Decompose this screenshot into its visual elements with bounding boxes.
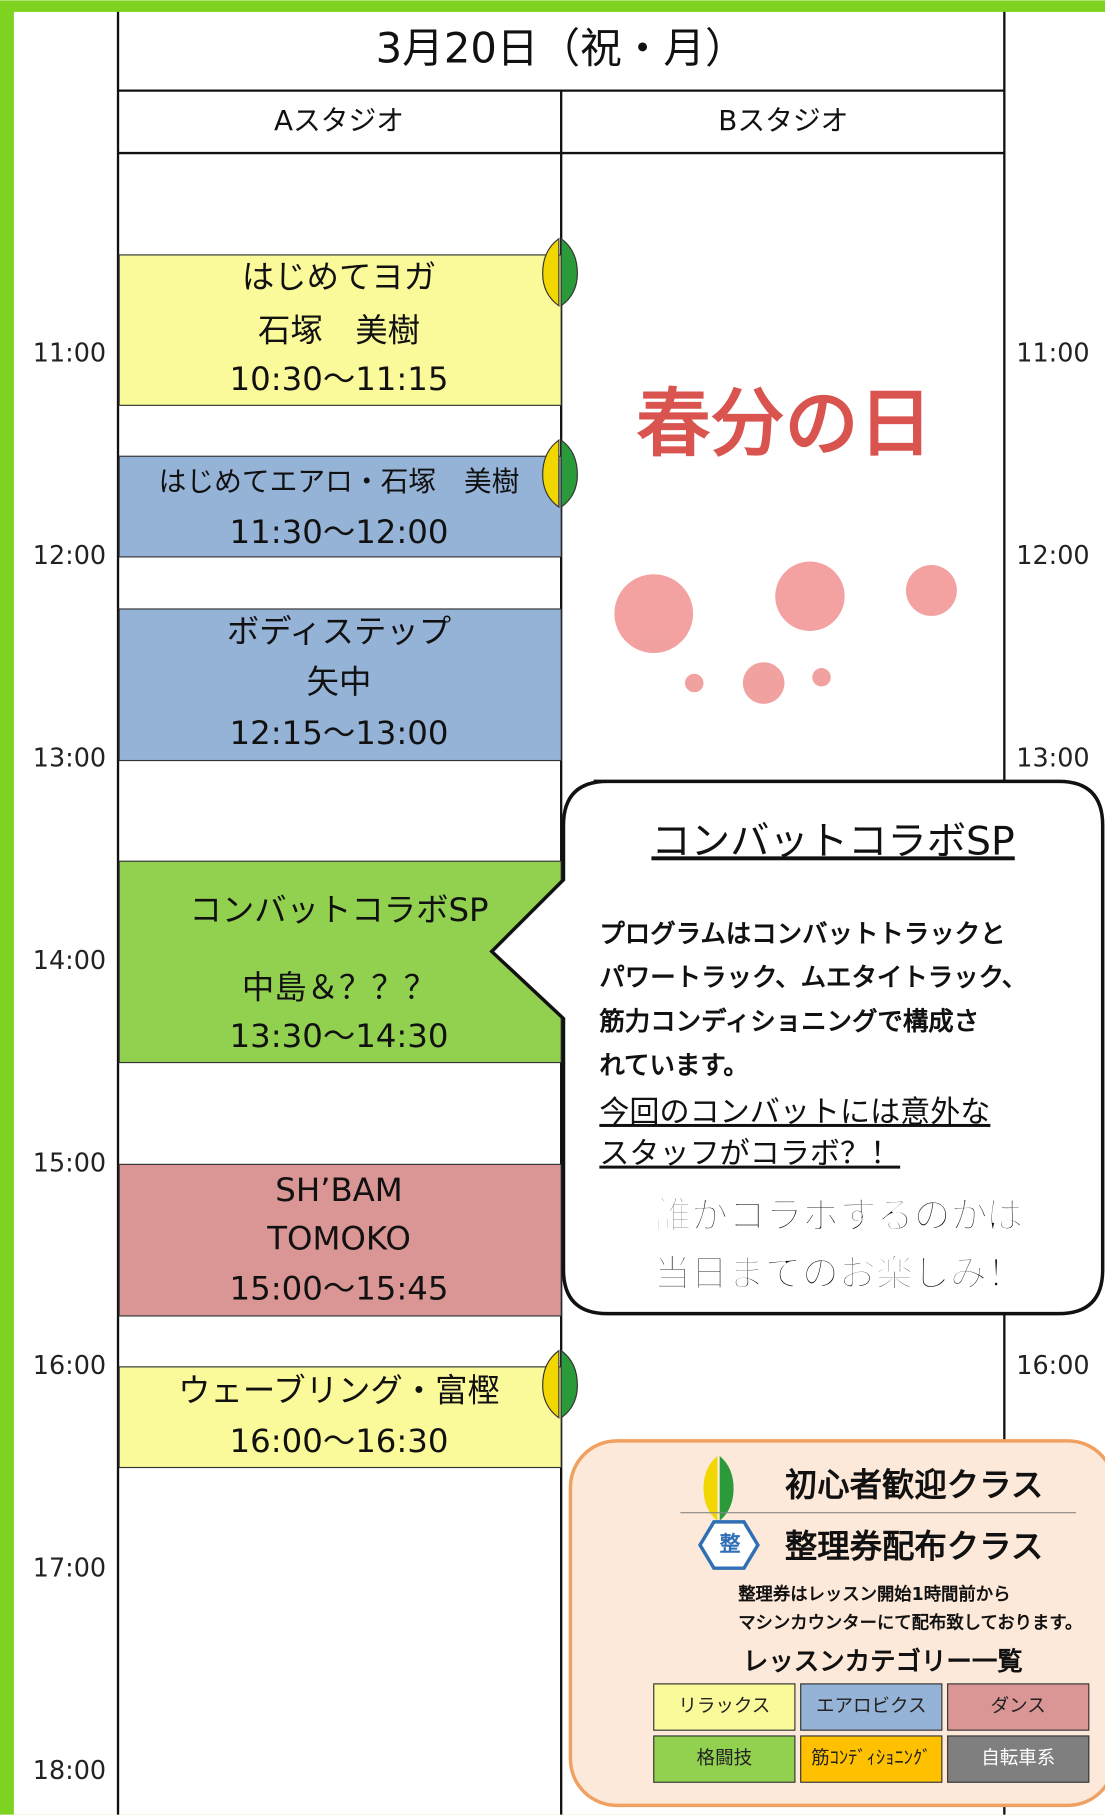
time-label: 16:00: [1016, 1351, 1089, 1381]
category-label: 格闘技: [697, 1748, 753, 1769]
time-label: 18:00: [33, 1756, 106, 1786]
class-line: 15:00～15:45: [230, 1269, 449, 1307]
class-block: [118, 455, 562, 558]
beginner-icon: [560, 237, 578, 307]
class-line: 矢中: [307, 663, 372, 701]
callout-body: プログラムはコンバットトラックと: [599, 919, 1005, 949]
studio: Bスタジオ: [718, 104, 848, 137]
ticket-icon: [698, 1520, 760, 1570]
class-line: ウェーブリング・富樫: [178, 1371, 500, 1409]
callout-body: パワートラック、ムエタイトラック、: [599, 963, 1027, 993]
time-label: 11:00: [1016, 338, 1089, 368]
beginner-icon: [560, 1349, 578, 1419]
legend-ticket: 整理券配布クラス: [785, 1528, 1043, 1566]
class-line: ボディステップ: [227, 612, 451, 650]
class-line: 13:30～14:30: [230, 1017, 449, 1055]
category-cell: [947, 1735, 1090, 1783]
time-label: 13:00: [1016, 743, 1089, 773]
category-cell: [947, 1683, 1090, 1731]
beginner-icon: [542, 237, 560, 307]
class-block: [118, 1163, 562, 1317]
holiday-text: 春分の日: [636, 381, 932, 467]
callout-highlight: 当日までのお楽しみ！: [654, 1252, 1024, 1295]
time-label: 14:00: [33, 946, 106, 976]
category-cell: [800, 1735, 943, 1783]
beginner-icon: [542, 438, 560, 509]
class-line: SH’BAM: [275, 1171, 402, 1209]
category-label: ダンス: [991, 1696, 1046, 1717]
class-line: 11:30～12:00: [230, 513, 449, 551]
class-line: TOMOKO: [266, 1220, 411, 1258]
callout-note: 今回のコンバットには意外な: [599, 1095, 990, 1130]
category-label: エアロビクス: [816, 1696, 926, 1717]
callout-highlight: 誰がコラボするのかは: [655, 1194, 1024, 1237]
class-block: [118, 860, 562, 1064]
time-label: 12:00: [1016, 541, 1089, 571]
category-label: リラックス: [678, 1696, 770, 1717]
time-label: 17:00: [33, 1553, 106, 1583]
class-block: [118, 1366, 562, 1469]
category-label: 筋ｺﾝﾃﾞｨｼｮﾆﾝｸﾞ: [811, 1748, 931, 1769]
class-line: 16:00～16:30: [230, 1422, 449, 1460]
class-line: はじめてエアロ・石塚 美樹: [159, 465, 520, 498]
legend-beginner: 初心者歓迎クラス: [785, 1466, 1043, 1504]
ticket-note: マシンカウンターにて配布致しております。: [738, 1613, 1082, 1634]
callout: [489, 779, 1105, 1316]
class-line: 中島＆？？？: [242, 969, 436, 1007]
callout-body: れています。: [599, 1051, 748, 1081]
beginner-icon: [542, 1349, 560, 1419]
category-cell: [653, 1683, 796, 1731]
time-label: 16:00: [33, 1351, 106, 1381]
category-cell: [653, 1735, 796, 1783]
ticket-icon-text: 整: [719, 1532, 741, 1556]
callout-note: スタッフがコラボ？！: [599, 1137, 900, 1172]
class-line: はじめてヨガ: [242, 258, 436, 296]
callout-body: 筋力コンディショニングで構成さ: [599, 1007, 979, 1037]
time-label: 13:00: [33, 743, 106, 773]
callout-title: コンバットコラボSP: [651, 818, 1014, 864]
class-line: 10:30～11:15: [230, 360, 449, 398]
holiday-art: 春分の日: [614, 381, 957, 704]
class-line: 石塚 美樹: [258, 311, 420, 349]
studio: Aスタジオ: [274, 104, 404, 137]
class-block: [118, 254, 562, 406]
ticket-note: 整理券はレッスン開始1時間前から: [738, 1584, 1010, 1605]
time-label: 12:00: [33, 541, 106, 571]
date: 3月20日（祝・月）: [376, 23, 747, 72]
category-title: レッスンカテゴリー一覧: [743, 1647, 1023, 1677]
beginner-icon: [719, 1455, 734, 1521]
time-label: 15:00: [33, 1148, 106, 1178]
class-block: [118, 608, 562, 762]
class-line: 12:15～13:00: [230, 714, 449, 752]
class-line: コンバットコラボSP: [189, 891, 488, 929]
time-label: 11:00: [33, 338, 106, 368]
beginner-icon: [560, 438, 578, 509]
category-cell: [800, 1683, 943, 1731]
category-label: 自転車系: [981, 1748, 1055, 1769]
